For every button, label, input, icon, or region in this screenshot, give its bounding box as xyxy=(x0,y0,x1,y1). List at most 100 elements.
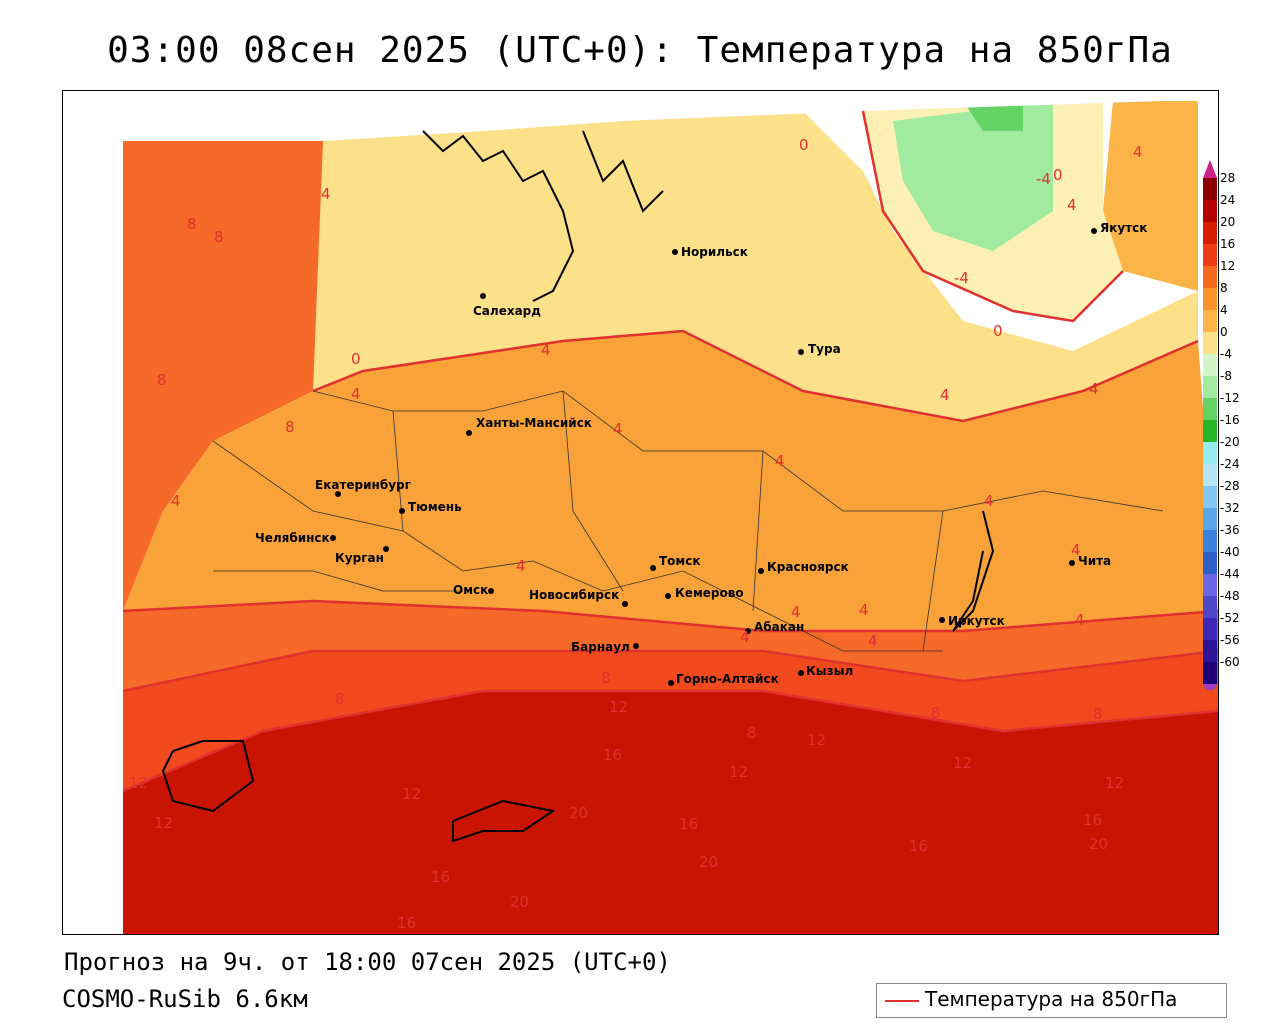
scale-swatch xyxy=(1203,574,1217,596)
city-chelyabinsk: Челябинск xyxy=(255,531,336,545)
scale-tick-label: 20 xyxy=(1220,215,1236,229)
scale-tick-label: -16 xyxy=(1220,413,1240,427)
contour-label: 20 xyxy=(1089,835,1108,853)
legend-label: Температура на 850гПа xyxy=(925,987,1178,1011)
contour-label: 4 xyxy=(171,492,181,510)
band-west-8 xyxy=(123,131,343,611)
city-barnaul: Барнаул xyxy=(571,640,639,654)
contour-label: 12 xyxy=(1105,774,1124,792)
scale-swatch xyxy=(1203,398,1217,420)
scale-swatch xyxy=(1203,332,1217,354)
scale-swatch xyxy=(1203,662,1217,684)
contour-label: 4 xyxy=(740,628,750,646)
contour-label: 4 xyxy=(859,601,869,619)
contour-label: 0 xyxy=(993,322,1003,340)
contour-label: 4 xyxy=(984,492,994,510)
scale-swatch xyxy=(1203,596,1217,618)
city-abakan: Абакан xyxy=(745,620,804,634)
scale-tick-label: -4 xyxy=(1220,347,1232,361)
contour-label: 16 xyxy=(603,746,622,764)
contour-label: 8 xyxy=(187,215,197,233)
city-yekaterinburg: Екатеринбург xyxy=(315,478,411,497)
contour-label: 16 xyxy=(397,914,416,932)
city-kemerovo: Кемерово xyxy=(665,586,744,600)
scale-tick-label: -56 xyxy=(1220,633,1240,647)
color-scale: 28 24 20 16 12 8 4 0 -4 -8 -12 -16 -20 -24 -28 -32 -36 -4… xyxy=(1200,160,1280,690)
coastlines xyxy=(161,130,995,843)
band-0-4 xyxy=(313,111,1198,421)
svg-text:Горно-Алтайск: Горно-Алтайск xyxy=(676,672,779,686)
contour-label: 20 xyxy=(569,804,588,822)
contour-label: 8 xyxy=(157,371,167,389)
scale-tick-label: -44 xyxy=(1220,567,1240,581)
scale-swatch xyxy=(1203,530,1217,552)
scale-tick-label: -20 xyxy=(1220,435,1240,449)
band-plus20 xyxy=(123,691,1218,934)
svg-text:Екатеринбург: Екатеринбург xyxy=(315,478,411,492)
scale-swatch xyxy=(1203,310,1217,332)
city-chita: Чита xyxy=(1069,554,1111,568)
scale-swatch xyxy=(1203,508,1217,530)
svg-text:Челябинск: Челябинск xyxy=(255,531,330,545)
contour-label: 16 xyxy=(1083,811,1102,829)
band-plus4 xyxy=(123,331,1218,631)
svg-text:Томск: Томск xyxy=(659,554,701,568)
city-khanty-mansiysk: Ханты-Мансийск xyxy=(466,416,592,436)
svg-text:Тюмень: Тюмень xyxy=(408,500,462,514)
city-krasnoyarsk: Красноярск xyxy=(758,560,849,574)
scale-tick-label: -36 xyxy=(1220,523,1240,537)
scale-swatch xyxy=(1203,618,1217,640)
contour-label: 8 xyxy=(214,228,224,246)
contour-label: 12 xyxy=(609,698,628,716)
band-minus-12 xyxy=(963,101,1023,131)
scale-tick-label: -8 xyxy=(1220,369,1232,383)
model-name: COSMO-RuSib 6.6км xyxy=(62,985,308,1013)
scale-swatch xyxy=(1203,288,1217,310)
svg-text:Новосибирск: Новосибирск xyxy=(529,588,619,602)
svg-text:Чита: Чита xyxy=(1078,554,1111,568)
scale-swatch xyxy=(1203,442,1217,464)
contour-label: 0 xyxy=(1053,166,1063,184)
contour-label: 4 xyxy=(1067,196,1077,214)
scale-top-arrow xyxy=(1203,160,1217,178)
contour-label: 4 xyxy=(1089,380,1099,398)
band-minus-8 xyxy=(893,101,1053,251)
scale-tick-label: -40 xyxy=(1220,545,1240,559)
contour-label: 8 xyxy=(747,724,757,742)
scale-swatch xyxy=(1203,486,1217,508)
svg-text:Иркутск: Иркутск xyxy=(948,614,1005,628)
contour-label: 8 xyxy=(1093,705,1103,723)
legend-line-swatch xyxy=(885,1000,919,1002)
svg-text:Курган: Курган xyxy=(335,551,384,565)
scale-tick-label: -32 xyxy=(1220,501,1240,515)
contour-label: 12 xyxy=(402,785,421,803)
band-plus12 xyxy=(123,651,1218,791)
scale-swatch xyxy=(1203,266,1217,288)
scale-swatch xyxy=(1203,200,1217,222)
scale-tick-label: 0 xyxy=(1220,325,1228,339)
scale-tick-label: 24 xyxy=(1220,193,1236,207)
contour-label: 16 xyxy=(679,815,698,833)
scale-tick-label: -60 xyxy=(1220,655,1240,669)
svg-text:Норильск: Норильск xyxy=(681,245,748,259)
scale-tick-label: -24 xyxy=(1220,457,1240,471)
contour-label: 4 xyxy=(613,420,623,438)
scale-swatch xyxy=(1203,244,1217,266)
contour-label: 16 xyxy=(909,837,928,855)
band-plus8 xyxy=(123,601,1218,691)
forecast-info: Прогноз на 9ч. от 18:00 07сен 2025 (UTC+… xyxy=(64,948,671,976)
scale-tick-label: 4 xyxy=(1220,303,1228,317)
band-north-4 xyxy=(1103,101,1198,291)
scale-swatch xyxy=(1203,178,1217,200)
scale-tick-label: -52 xyxy=(1220,611,1240,625)
svg-text:Якутск: Якутск xyxy=(1100,221,1147,235)
contour-label: 8 xyxy=(601,669,611,687)
scale-swatch xyxy=(1203,420,1217,442)
scale-swatch xyxy=(1203,552,1217,574)
map-panel: Норильск Якутск Салехард Тура Ханты-Манс… xyxy=(62,90,1219,935)
svg-text:Омск: Омск xyxy=(453,583,488,597)
map-title: 03:00 08сен 2025 (UTC+0): Температура на… xyxy=(107,30,1173,71)
scale-swatch xyxy=(1203,640,1217,662)
svg-text:Салехард: Салехард xyxy=(473,304,541,318)
contour-label: 16 xyxy=(431,868,450,886)
